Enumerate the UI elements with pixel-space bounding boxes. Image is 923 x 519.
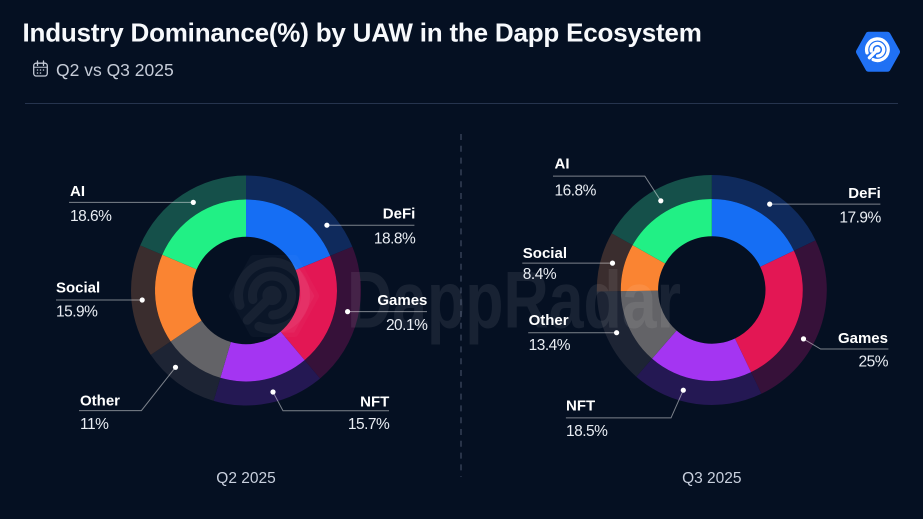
svg-text:NFT: NFT — [566, 398, 595, 415]
svg-text:25%: 25% — [858, 354, 888, 371]
svg-text:18.5%: 18.5% — [566, 423, 608, 440]
svg-text:Other: Other — [80, 393, 120, 410]
svg-text:Q2 2025: Q2 2025 — [216, 470, 275, 487]
svg-text:DeFi: DeFi — [848, 185, 881, 202]
svg-text:NFT: NFT — [360, 393, 389, 410]
svg-text:AI: AI — [70, 183, 85, 200]
svg-text:Games: Games — [838, 330, 888, 347]
svg-text:18.6%: 18.6% — [70, 208, 112, 225]
svg-text:Q3 2025: Q3 2025 — [682, 470, 741, 487]
svg-text:8.4%: 8.4% — [523, 266, 557, 283]
svg-text:15.7%: 15.7% — [348, 416, 390, 433]
svg-text:Q2 vs Q3 2025: Q2 vs Q3 2025 — [56, 60, 174, 80]
svg-text:DeFi: DeFi — [383, 206, 416, 223]
svg-text:16.8%: 16.8% — [555, 183, 597, 200]
svg-text:13.4%: 13.4% — [529, 337, 571, 354]
svg-text:Social: Social — [523, 245, 567, 262]
svg-text:11%: 11% — [80, 416, 109, 433]
svg-text:15.9%: 15.9% — [56, 304, 98, 321]
svg-text:18.8%: 18.8% — [374, 231, 416, 248]
svg-text:Games: Games — [377, 292, 427, 309]
svg-text:AI: AI — [555, 155, 570, 172]
svg-text:Industry Dominance(%) by UAW i: Industry Dominance(%) by UAW in the Dapp… — [23, 18, 702, 48]
svg-text:20.1%: 20.1% — [386, 317, 428, 334]
svg-text:Other: Other — [529, 312, 569, 329]
svg-text:Social: Social — [56, 279, 100, 296]
svg-text:17.9%: 17.9% — [839, 210, 881, 227]
svg-text:DappRadar: DappRadar — [347, 255, 681, 346]
